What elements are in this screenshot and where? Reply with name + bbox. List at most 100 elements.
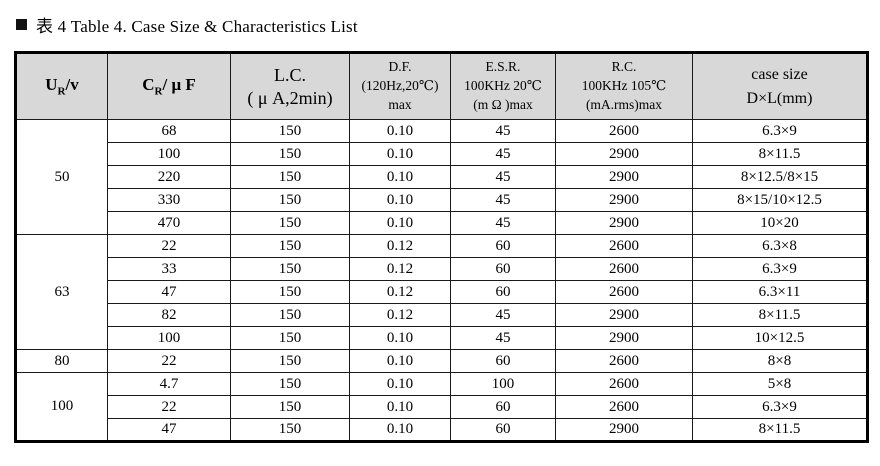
esr-cell: 60 — [450, 395, 556, 419]
ripple-current-cell: 2900 — [555, 142, 693, 166]
capacitance-cell: 82 — [107, 303, 231, 327]
case-size-cell: 6.3×9 — [692, 119, 868, 143]
voltage-group-cell: 50 — [15, 119, 108, 235]
esr-cell: 60 — [450, 418, 556, 442]
case-size-cell: 6.3×9 — [692, 257, 868, 281]
capacitance-cell: 68 — [107, 119, 231, 143]
leakage-current-cell: 150 — [230, 119, 350, 143]
ripple-current-cell: 2900 — [555, 211, 693, 235]
esr-cell: 45 — [450, 303, 556, 327]
leakage-current-cell: 150 — [230, 349, 350, 373]
header-line: (120Hz,20℃) — [361, 78, 439, 94]
capacitance-cell: 4.7 — [107, 372, 231, 396]
esr-cell: 45 — [450, 211, 556, 235]
dissipation-factor-cell: 0.10 — [349, 418, 451, 442]
header-line: D×L(mm) — [746, 89, 813, 107]
header-line: R.C. — [611, 59, 637, 75]
leakage-current-cell: 150 — [230, 165, 350, 189]
header-dissipation-factor: D.F. (120Hz,20℃) max — [349, 52, 451, 120]
table-header: UR/v CR/ μ F L.C. ( μ A,2min) D.F. (120H… — [15, 52, 868, 120]
esr-cell: 100 — [450, 372, 556, 396]
ripple-current-cell: 2900 — [555, 165, 693, 189]
esr-cell: 45 — [450, 326, 556, 350]
leakage-current-cell: 150 — [230, 142, 350, 166]
ripple-current-cell: 2600 — [555, 349, 693, 373]
case-size-cell: 8×11.5 — [692, 142, 868, 166]
dissipation-factor-cell: 0.10 — [349, 188, 451, 212]
leakage-current-cell: 150 — [230, 234, 350, 258]
case-size-cell: 6.3×11 — [692, 280, 868, 304]
table-title-text: 表 4 Table 4. Case Size & Characteristics… — [36, 17, 358, 36]
dissipation-factor-cell: 0.10 — [349, 372, 451, 396]
case-size-cell: 10×12.5 — [692, 326, 868, 350]
capacitance-cell: 100 — [107, 142, 231, 166]
capacitance-cell: 47 — [107, 418, 231, 442]
ripple-current-cell: 2600 — [555, 395, 693, 419]
esr-cell: 60 — [450, 257, 556, 281]
table-row: 82 150 0.12 45 2900 8×11.5 — [16, 303, 868, 327]
dissipation-factor-cell: 0.12 — [349, 303, 451, 327]
capacitance-cell: 330 — [107, 188, 231, 212]
table-row: 33 150 0.12 60 2600 6.3×9 — [16, 257, 868, 281]
header-line: (mA.rms)max — [585, 96, 663, 112]
esr-cell: 60 — [450, 234, 556, 258]
dissipation-factor-cell: 0.10 — [349, 165, 451, 189]
esr-cell: 45 — [450, 119, 556, 143]
header-row: UR/v CR/ μ F L.C. ( μ A,2min) D.F. (120H… — [15, 52, 868, 120]
capacitance-cell: 470 — [107, 211, 231, 235]
case-size-cell: 10×20 — [692, 211, 868, 235]
case-size-cell: 5×8 — [692, 372, 868, 396]
table-row: 63 22 150 0.12 60 2600 6.3×8 — [15, 234, 868, 350]
voltage-group-cell: 100 — [15, 372, 108, 442]
header-line: E.S.R. — [485, 59, 521, 75]
table-row: 220 150 0.10 45 2900 8×12.5/8×15 — [16, 165, 868, 189]
case-size-cell: 8×15/10×12.5 — [692, 188, 868, 212]
ripple-current-cell: 2600 — [555, 280, 693, 304]
dissipation-factor-cell: 0.10 — [349, 326, 451, 350]
table-row: 100 150 0.10 45 2900 8×11.5 — [16, 142, 868, 166]
leakage-current-cell: 150 — [230, 303, 350, 327]
leakage-current-cell: 150 — [230, 257, 350, 281]
ripple-current-cell: 2900 — [555, 418, 693, 442]
table-row: 47 150 0.10 60 2900 8×11.5 — [16, 418, 868, 442]
table-row: 80 22 150 0.10 60 2600 8×8 — [15, 349, 868, 373]
leakage-current-cell: 150 — [230, 211, 350, 235]
table-title: 表 4 Table 4. Case Size & Characteristics… — [16, 12, 866, 37]
dissipation-factor-cell: 0.12 — [349, 280, 451, 304]
capacitance-cell: 220 — [107, 165, 231, 189]
leakage-current-cell: 150 — [230, 188, 350, 212]
dissipation-factor-cell: 0.10 — [349, 395, 451, 419]
dissipation-factor-cell: 0.12 — [349, 234, 451, 258]
table-row: 330 150 0.10 45 2900 8×15/10×12.5 — [16, 188, 868, 212]
header-line: L.C. — [273, 65, 306, 85]
ripple-current-cell: 2600 — [555, 372, 693, 396]
header-rated-voltage-text: UR/v — [45, 75, 79, 98]
header-rated-capacitance-text: CR/ μ F — [142, 75, 196, 98]
esr-cell: 60 — [450, 349, 556, 373]
header-line: max — [388, 96, 412, 112]
dissipation-factor-cell: 0.12 — [349, 257, 451, 281]
table-row: 50 68 150 0.10 45 2600 6.3×9 — [15, 119, 868, 235]
capacitance-cell: 22 — [107, 349, 231, 373]
header-line: (m Ω )max — [473, 96, 533, 112]
capacitance-cell: 47 — [107, 280, 231, 304]
esr-cell: 45 — [450, 142, 556, 166]
bullet-square-icon — [16, 19, 27, 30]
capacitance-cell: 100 — [107, 326, 231, 350]
voltage-group-cell: 80 — [15, 349, 108, 373]
page: 表 4 Table 4. Case Size & Characteristics… — [14, 12, 869, 443]
case-size-cell: 6.3×9 — [692, 395, 868, 419]
dissipation-factor-cell: 0.10 — [349, 349, 451, 373]
table-row: 470 150 0.10 45 2900 10×20 — [16, 211, 868, 235]
leakage-current-cell: 150 — [230, 326, 350, 350]
table-row: 100 4.7 150 0.10 100 2600 5×8 — [15, 372, 868, 442]
ripple-current-cell: 2900 — [555, 326, 693, 350]
case-size-cell: 8×12.5/8×15 — [692, 165, 868, 189]
table-body: 50 68 150 0.10 45 2600 6.3×9 100 150 0.10 45 2900 8×… — [15, 119, 868, 442]
capacitance-cell: 33 — [107, 257, 231, 281]
table-row: 47 150 0.12 60 2600 6.3×11 — [16, 280, 868, 304]
case-size-characteristics-table: UR/v CR/ μ F L.C. ( μ A,2min) D.F. (120H… — [14, 51, 869, 443]
leakage-current-cell: 150 — [230, 418, 350, 442]
case-size-cell: 8×8 — [692, 349, 868, 373]
header-line: case size — [751, 66, 808, 84]
